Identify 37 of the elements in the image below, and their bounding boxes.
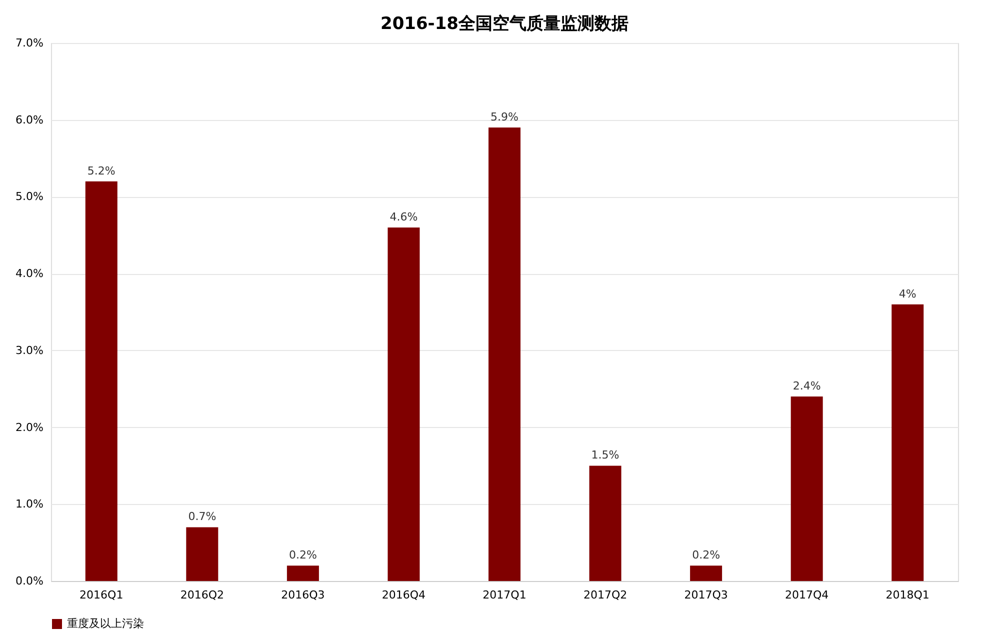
- y-tick-label: 2.0%: [16, 420, 44, 434]
- data-label: 0.7%: [188, 510, 216, 524]
- x-tick-label: 2016Q4: [382, 588, 426, 602]
- x-tick-label: 2017Q1: [482, 588, 526, 602]
- bar: [85, 181, 118, 581]
- y-tick-label: 3.0%: [16, 344, 44, 357]
- data-label: 5.2%: [87, 164, 116, 178]
- bar: [892, 304, 924, 581]
- x-tick-label: 2016Q3: [281, 588, 325, 602]
- bar: [286, 566, 319, 581]
- bar: [186, 527, 218, 581]
- bar: [388, 227, 420, 581]
- data-label: 0.2%: [692, 548, 720, 562]
- y-tick-label: 0.0%: [16, 574, 44, 588]
- chart-title: 2016-18全国空气质量监测数据: [380, 14, 629, 34]
- y-tick-label: 7.0%: [16, 36, 44, 50]
- x-tick-label: 2016Q1: [80, 588, 124, 602]
- data-label: 2.4%: [792, 380, 821, 393]
- y-tick-label: 1.0%: [16, 498, 44, 511]
- x-tick-label: 2017Q3: [684, 588, 728, 602]
- y-tick-label: 6.0%: [16, 113, 44, 126]
- data-label: 0.2%: [288, 548, 317, 562]
- bar: [488, 128, 520, 581]
- data-label: 5.9%: [490, 110, 518, 124]
- y-tick-label: 5.0%: [16, 190, 44, 204]
- data-label: 4.6%: [390, 210, 418, 224]
- bar: [790, 396, 823, 581]
- data-label: 4%: [898, 287, 916, 300]
- data-label: 1.5%: [591, 448, 620, 462]
- y-tick-label: 4.0%: [16, 267, 44, 280]
- x-tick-label: 2016Q2: [180, 588, 224, 602]
- x-tick-label: 2017Q2: [583, 588, 628, 602]
- x-tick-label: 2018Q1: [886, 588, 930, 602]
- legend-label: 重度及以上污染: [67, 617, 144, 630]
- bar: [589, 466, 622, 581]
- x-tick-label: 2017Q4: [785, 588, 829, 602]
- bar: [690, 566, 722, 581]
